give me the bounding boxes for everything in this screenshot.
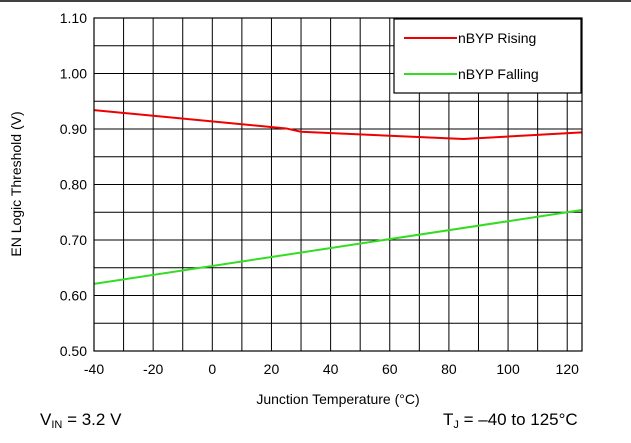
tick-labels: -40 -20 0 20 40 60 80 100 120 0.50 0.60 0.70 0.80 0.9… xyxy=(60,10,579,377)
vin-value: = 3.2 V xyxy=(62,410,122,429)
x-tick-label: -40 xyxy=(84,361,104,377)
x-tick-label: 20 xyxy=(264,361,280,377)
x-axis-label: Junction Temperature (°C) xyxy=(256,391,419,407)
series-line-1 xyxy=(93,109,583,140)
y-tick-label: 0.90 xyxy=(60,121,87,137)
y-tick-label: 0.50 xyxy=(60,343,87,359)
x-tick-label: 120 xyxy=(556,361,580,377)
tj-symbol: T xyxy=(443,410,454,429)
x-tick-label: 100 xyxy=(496,361,520,377)
y-tick-label: 0.70 xyxy=(60,232,87,248)
legend-box xyxy=(393,18,582,94)
series-line-2 xyxy=(93,209,583,285)
x-tick-label: -20 xyxy=(143,361,163,377)
vin-symbol: V xyxy=(40,410,52,429)
x-tick-label: 40 xyxy=(323,361,339,377)
temperature-range-note: TJ = –40 to 125°C xyxy=(443,410,578,431)
tj-subscript: J xyxy=(453,419,459,431)
y-tick-label: 1.10 xyxy=(60,10,87,26)
legend-label: nBYP Falling xyxy=(458,66,539,82)
legend-label: nBYP Rising xyxy=(458,30,536,46)
plot-frame xyxy=(93,17,583,352)
y-tick-label: 0.80 xyxy=(60,177,87,193)
x-tick-label: 60 xyxy=(382,361,398,377)
x-tick-label: 0 xyxy=(208,361,216,377)
input-voltage-note: VIN = 3.2 V xyxy=(40,410,121,431)
tj-value: = –40 to 125°C xyxy=(458,410,578,429)
vin-subscript: IN xyxy=(51,419,63,431)
y-tick-label: 1.00 xyxy=(60,66,87,82)
series-layer xyxy=(93,109,583,285)
legend: nBYP Rising nBYP Falling xyxy=(393,18,582,94)
y-tick-label: 0.60 xyxy=(60,288,87,304)
y-axis-label: EN Logic Threshold (V) xyxy=(8,111,24,256)
x-tick-label: 80 xyxy=(441,361,457,377)
